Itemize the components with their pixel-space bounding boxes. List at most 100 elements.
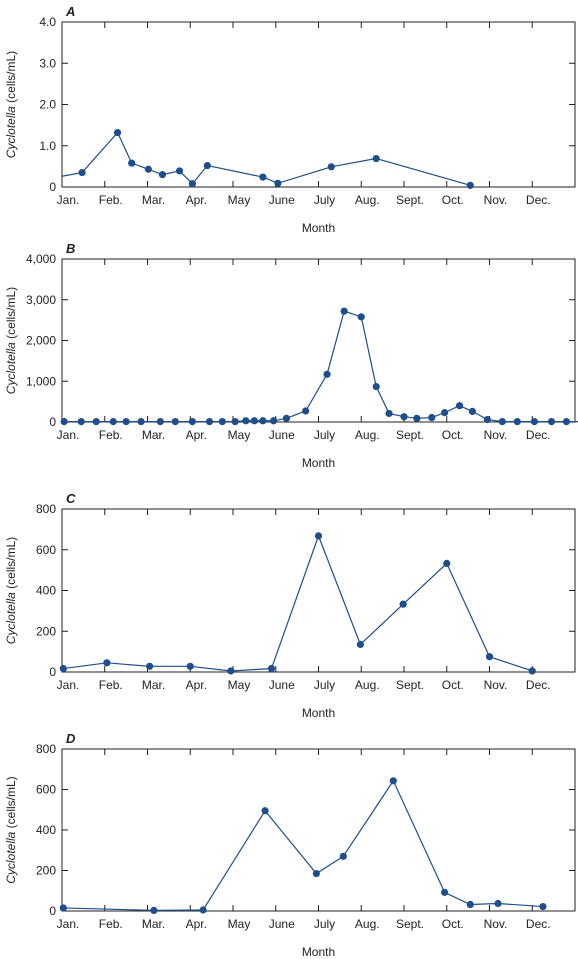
data-point: [137, 417, 145, 426]
y-tick-label: 1.0: [39, 139, 56, 153]
panel-label: B: [66, 241, 75, 256]
x-tick-label: Dec.: [526, 678, 551, 692]
x-axis-title: Month: [302, 456, 335, 470]
data-point: [60, 417, 68, 426]
x-tick-label: May: [228, 428, 251, 442]
data-point: [203, 161, 211, 170]
chart-panel-d: D 0 200 400 600 800 Jan. Feb. Mar. Apr. May June Jul…: [4, 731, 576, 959]
data-point: [109, 417, 117, 426]
x-tick-label: Apr.: [186, 428, 207, 442]
data-point: [158, 171, 167, 179]
x-tick-label: Feb.: [99, 428, 123, 442]
data-point: [146, 662, 154, 670]
x-axis-title: Month: [302, 945, 335, 959]
chart-panel-a: A 0 1.0 2.0 3.0 4.0 Jan. Feb. Mar. Apr. May June Jul…: [4, 4, 576, 235]
y-axis-title-unit: (cells/mL): [4, 51, 18, 106]
y-tick-label: 2,000: [26, 334, 56, 348]
series-line: [63, 534, 533, 672]
data-point: [455, 402, 464, 410]
x-tick-label: July: [314, 193, 335, 207]
data-point: [302, 407, 310, 415]
x-tick-label: Sept.: [396, 428, 424, 442]
data-point: [513, 417, 521, 426]
x-tick-label: Jan.: [57, 193, 80, 207]
data-point: [171, 417, 179, 426]
x-tick-label: June: [269, 917, 295, 931]
x-tick-label: Nov.: [484, 917, 508, 931]
y-tick-label: 2.0: [39, 98, 56, 112]
x-tick-label: June: [269, 678, 295, 692]
data-point: [441, 409, 449, 417]
y-axis-title: Cyclotella (cells/mL): [4, 776, 18, 883]
x-tick-label: Dec.: [526, 917, 551, 931]
series-line: [61, 131, 471, 186]
data-point: [483, 415, 491, 424]
y-tick-label: 0: [49, 904, 56, 918]
data-point: [92, 417, 100, 426]
y-axis-title-genus: Cyclotella: [4, 106, 18, 158]
data-point: [261, 807, 269, 815]
y-axis-title-genus: Cyclotella: [4, 592, 18, 644]
series-line: [64, 310, 578, 423]
x-tick-label: Oct.: [442, 678, 464, 692]
data-point: [428, 413, 436, 422]
data-point: [340, 307, 348, 315]
y-tick-label: 800: [36, 742, 56, 756]
x-tick-label: Feb.: [99, 193, 123, 207]
y-tick-label: 600: [36, 543, 56, 557]
x-tick-label: Oct.: [442, 193, 464, 207]
data-point: [547, 417, 556, 426]
x-tick-label: May: [228, 678, 251, 692]
data-point: [128, 159, 136, 167]
x-tick-label: Oct.: [442, 428, 464, 442]
plot-frame: [61, 748, 576, 912]
panel-label: A: [65, 4, 75, 19]
data-point: [231, 417, 239, 426]
data-point: [103, 659, 111, 667]
x-tick-label: Dec.: [526, 428, 551, 442]
chart-panel-b: B 0 1,000 2,000 3,000 4,000 Jan. Feb. Mar. Apr. Ma…: [4, 241, 578, 470]
data-point: [59, 664, 67, 673]
data-point: [385, 409, 393, 418]
series-line: [63, 779, 543, 911]
data-point: [78, 168, 86, 177]
y-axis-title-genus: Cyclotella: [4, 342, 18, 394]
x-tick-label: Dec.: [526, 193, 551, 207]
x-tick-label: Apr.: [186, 193, 207, 207]
data-point: [77, 417, 85, 426]
data-point: [218, 417, 226, 426]
x-tick-label: July: [314, 428, 335, 442]
y-axis-title-unit: (cells/mL): [4, 287, 18, 342]
y-axis-title: Cyclotella (cells/mL): [4, 51, 18, 158]
data-point: [267, 664, 276, 673]
x-tick-label: Sept.: [396, 917, 424, 931]
y-axis-title-genus: Cyclotella: [4, 831, 18, 883]
data-point: [259, 173, 267, 181]
data-point: [339, 852, 347, 860]
x-tick-label: Mar.: [142, 428, 165, 442]
data-point: [562, 417, 571, 426]
y-tick-label: 1,000: [26, 374, 56, 388]
x-tick-label: Jan.: [57, 917, 80, 931]
data-point: [413, 414, 421, 422]
y-tick-label: 3,000: [26, 293, 56, 307]
y-axis-title-unit: (cells/mL): [4, 776, 18, 831]
y-axis-title-unit: (cells/mL): [4, 537, 18, 592]
x-tick-label: Mar.: [142, 917, 165, 931]
data-point: [113, 128, 122, 137]
x-tick-label: Mar.: [142, 678, 165, 692]
data-point: [528, 667, 536, 675]
x-tick-label: Aug.: [355, 678, 380, 692]
data-point: [494, 899, 502, 908]
x-tick-label: Nov.: [484, 193, 508, 207]
data-point: [250, 417, 258, 425]
x-tick-label: Apr.: [186, 917, 207, 931]
data-point: [259, 417, 267, 425]
data-point: [227, 667, 235, 675]
x-tick-label: May: [228, 917, 251, 931]
y-tick-label: 0: [49, 415, 56, 429]
data-point: [59, 904, 67, 912]
data-point: [312, 869, 320, 878]
y-tick-label: 800: [36, 502, 56, 516]
